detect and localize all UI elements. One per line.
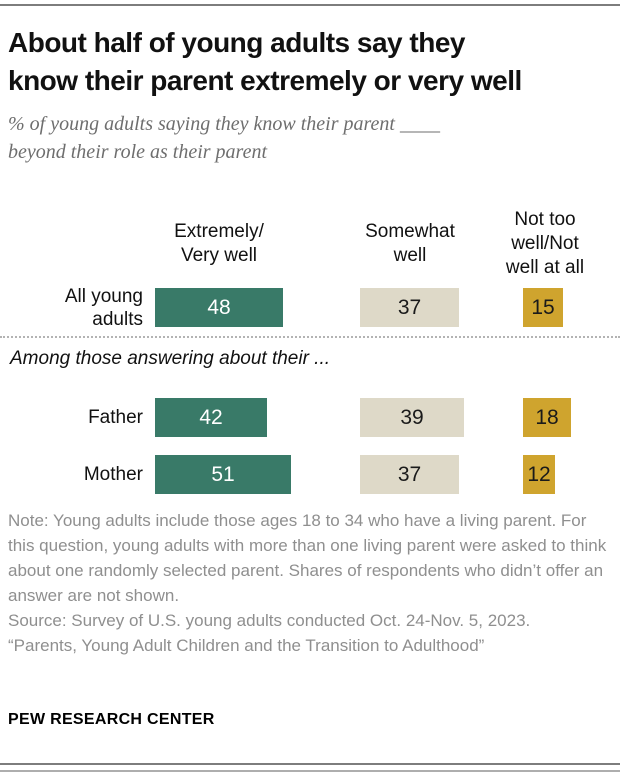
column-header-line: Somewhat bbox=[365, 221, 455, 242]
dotted-divider bbox=[0, 336, 620, 338]
bottom-divider bbox=[0, 763, 620, 765]
chart-row-father: Father 42 39 18 bbox=[0, 398, 620, 437]
chart-notes: Note: Young adults include those ages 18… bbox=[8, 508, 610, 658]
row-label: Father bbox=[88, 407, 143, 428]
bar-value-label: 12 bbox=[527, 462, 551, 486]
bar-value-label: 39 bbox=[400, 405, 424, 429]
chart-title-line: know their parent extremely or very well bbox=[8, 65, 522, 96]
bar-somewhat-well: 37 bbox=[360, 455, 459, 494]
bar-value-label: 37 bbox=[397, 462, 422, 486]
chart-subtitle: % of young adults saying they know their… bbox=[8, 110, 612, 166]
bar-extremely-very-well: 42 bbox=[155, 398, 267, 437]
bar-extremely-very-well: 48 bbox=[155, 288, 283, 327]
chart-subtitle-line: % of young adults saying they know their… bbox=[8, 113, 440, 135]
bar-somewhat-well: 37 bbox=[360, 288, 459, 327]
bar-value-label: 42 bbox=[199, 405, 223, 429]
column-header-line: well at all bbox=[505, 257, 585, 278]
column-header-line: well bbox=[393, 245, 427, 266]
bottom-edge-strip bbox=[0, 770, 620, 772]
bar-not-too-well: 18 bbox=[523, 398, 571, 437]
chart-row-all-young-adults: All young adults 48 37 15 bbox=[0, 285, 620, 330]
bar-value-label: 48 bbox=[207, 295, 231, 319]
top-divider bbox=[0, 4, 620, 6]
bar-value-label: 18 bbox=[535, 405, 559, 429]
brand-footer: PEW RESEARCH CENTER bbox=[8, 711, 215, 728]
column-header-extremely-very-well: Extremely/ Very well bbox=[150, 220, 288, 268]
bar-value-label: 51 bbox=[211, 462, 235, 486]
column-header-somewhat-well: Somewhat well bbox=[345, 220, 475, 268]
column-header-line: Very well bbox=[180, 245, 258, 266]
bar-somewhat-well: 39 bbox=[360, 398, 464, 437]
bar-not-too-well: 12 bbox=[523, 455, 555, 494]
column-header-line: Not too bbox=[514, 209, 576, 230]
chart-note: Note: Young adults include those ages 18… bbox=[8, 511, 607, 605]
column-header-not-too-well: Not too well/Not well at all bbox=[495, 208, 595, 280]
bar-value-label: 15 bbox=[531, 295, 555, 319]
chart-row-mother: Mother 51 37 12 bbox=[0, 455, 620, 494]
bar-extremely-very-well: 51 bbox=[155, 455, 291, 494]
column-header-line: well/Not bbox=[511, 233, 579, 254]
row-label: Mother bbox=[83, 464, 143, 485]
chart-title-line: About half of young adults say they bbox=[8, 27, 465, 58]
bar-value-label: 37 bbox=[397, 295, 422, 319]
column-header-line: Extremely/ bbox=[174, 221, 264, 242]
row-label: All young adults bbox=[64, 285, 143, 330]
section-note: Among those answering about their ... bbox=[10, 348, 331, 369]
chart-subtitle-line: beyond their role as their parent bbox=[8, 141, 268, 163]
bar-not-too-well: 15 bbox=[523, 288, 563, 327]
chart-title: About half of young adults say they know… bbox=[8, 24, 612, 100]
report-title: “Parents, Young Adult Children and the T… bbox=[8, 636, 485, 655]
chart-source: Source: Survey of U.S. young adults cond… bbox=[8, 611, 531, 630]
